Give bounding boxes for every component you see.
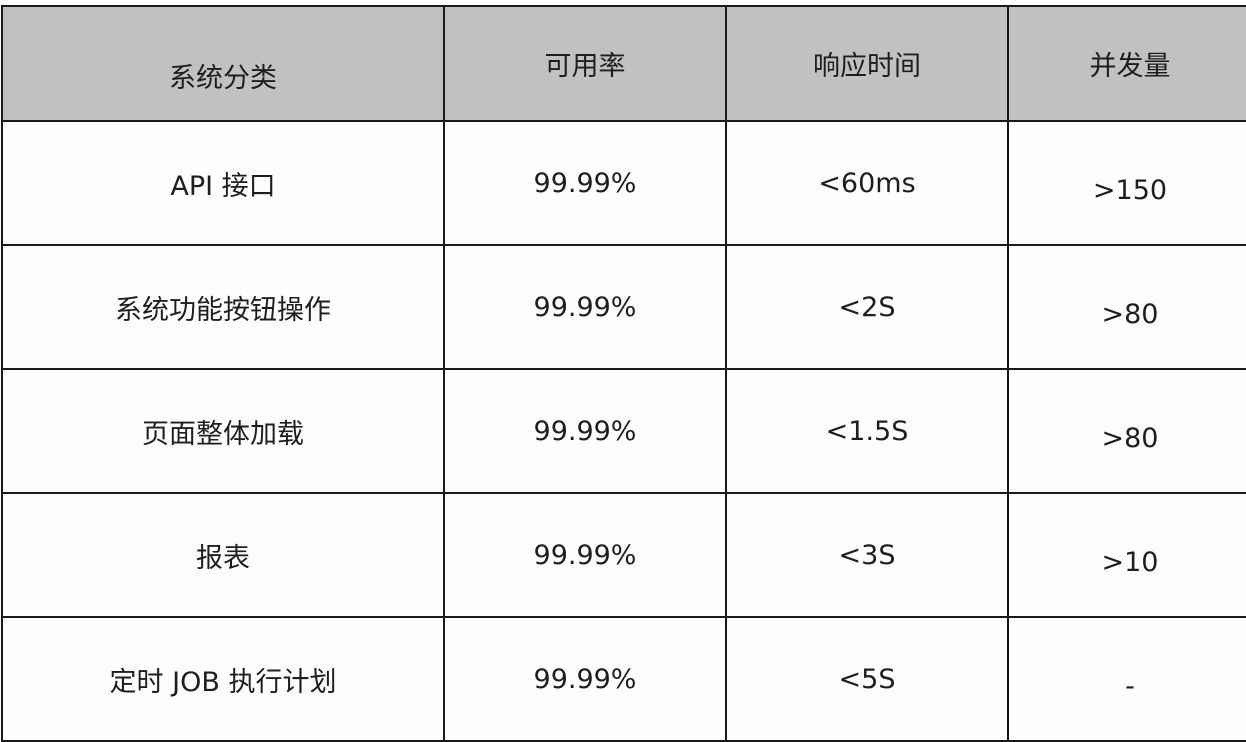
cell-response-time: <2S [725, 244, 1009, 370]
cell-system-category: 页面整体加载 [1, 368, 445, 494]
header-response-time: 响应时间 [725, 5, 1009, 122]
table-row: 报表 99.99% <3S >10 [1, 492, 1246, 618]
cell-response-time: <5S [725, 616, 1009, 742]
cell-response-time: <60ms [725, 120, 1009, 246]
cell-concurrency: >80 [1007, 244, 1246, 370]
cell-availability: 99.99% [443, 492, 727, 618]
table-row: API 接口 99.99% <60ms >150 [1, 120, 1246, 246]
cell-response-time: <3S [725, 492, 1009, 618]
cell-concurrency: >150 [1007, 120, 1246, 246]
cell-availability: 99.99% [443, 120, 727, 246]
cell-availability: 99.99% [443, 368, 727, 494]
cell-system-category: 定时 JOB 执行计划 [1, 616, 445, 742]
header-system-category: 系统分类 [1, 5, 445, 122]
cell-concurrency: - [1007, 616, 1246, 742]
cell-system-category: API 接口 [1, 120, 445, 246]
table-row: 定时 JOB 执行计划 99.99% <5S - [1, 616, 1246, 742]
cell-system-category: 系统功能按钮操作 [1, 244, 445, 370]
cell-availability: 99.99% [443, 616, 727, 742]
cell-system-category: 报表 [1, 492, 445, 618]
cell-concurrency: >80 [1007, 368, 1246, 494]
cell-response-time: <1.5S [725, 368, 1009, 494]
cell-concurrency: >10 [1007, 492, 1246, 618]
cell-availability: 99.99% [443, 244, 727, 370]
header-availability: 可用率 [443, 5, 727, 122]
performance-table: 系统分类 可用率 响应时间 并发量 API 接口 99.99% <60ms >150 系… [1, 5, 1246, 742]
header-row: 系统分类 可用率 响应时间 并发量 [1, 5, 1246, 122]
table-row: 页面整体加载 99.99% <1.5S >80 [1, 368, 1246, 494]
header-concurrency: 并发量 [1007, 5, 1246, 122]
table-row: 系统功能按钮操作 99.99% <2S >80 [1, 244, 1246, 370]
